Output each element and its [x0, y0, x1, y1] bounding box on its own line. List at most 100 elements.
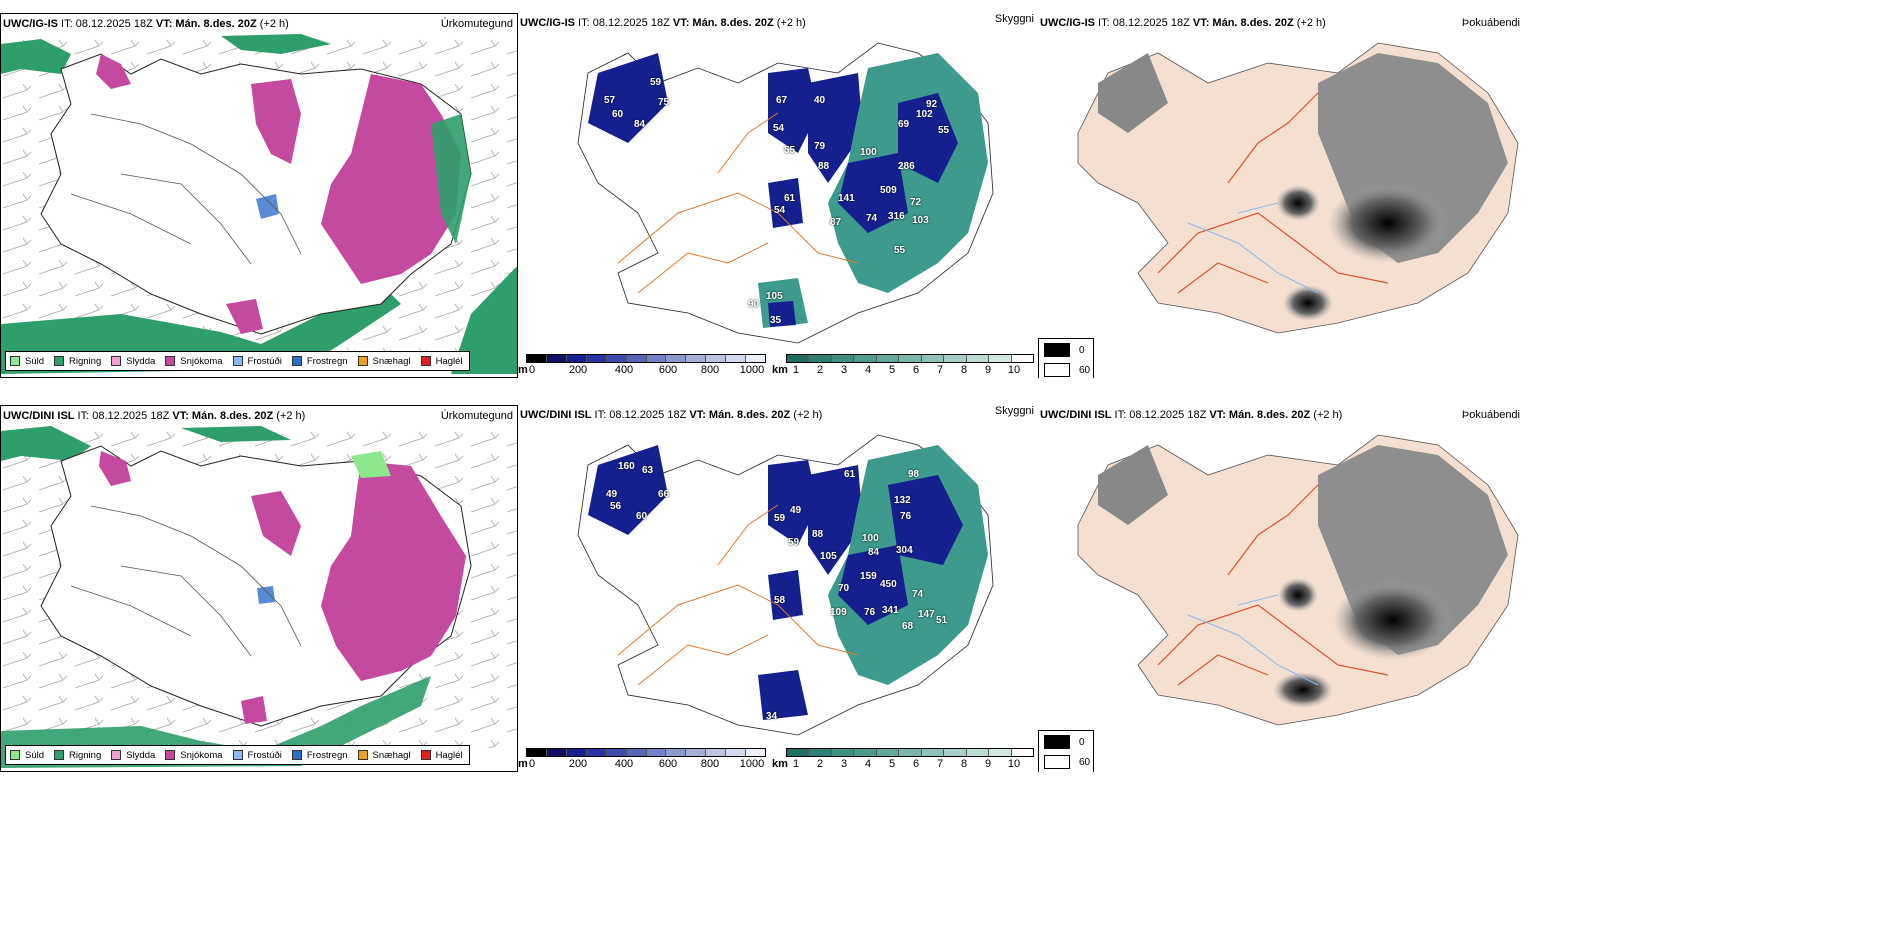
colorbar-tick: 1	[792, 364, 800, 376]
map-label: 76	[864, 607, 876, 618]
map-label: 58	[774, 595, 786, 606]
map-label: 70	[838, 583, 850, 594]
colorbar-tick: 7	[936, 758, 944, 770]
map-label: 72	[910, 197, 922, 208]
legend-item: Rigning	[54, 750, 101, 761]
fog-legend-label: 60	[1079, 757, 1091, 768]
colorbar-tick: 3	[840, 364, 848, 376]
map-label: 60	[612, 109, 624, 120]
precip-legend: Súld Rigning Slydda Snjókoma Frostúði Fr…	[5, 351, 470, 371]
colorbar-tick: 6	[912, 758, 920, 770]
visibility-map-0	[577, 42, 994, 344]
legend-item: Frostúði	[232, 750, 282, 761]
map-label: 51	[936, 615, 948, 626]
map-label: 88	[812, 529, 824, 540]
legend-swatch	[291, 750, 302, 760]
map-label: 61	[844, 469, 856, 480]
panel-title: UWC/IG-IS IT: 08.12.2025 18Z VT: Mán. 8.…	[3, 18, 289, 30]
panel-title: UWC/DINI ISL IT: 08.12.2025 18Z VT: Mán.…	[3, 410, 306, 422]
colorbar-tick: 0	[528, 758, 536, 770]
colorbar-tick: 800	[700, 364, 720, 376]
colorbar-tick: 600	[658, 364, 678, 376]
colorbar-tick: 400	[614, 758, 634, 770]
legend-item: Snjókoma	[165, 356, 223, 367]
fog-legend-swatch	[1044, 343, 1070, 357]
map-label: 316	[888, 211, 905, 222]
map-label: 34	[766, 711, 778, 722]
legend-item: Haglél	[420, 356, 463, 367]
legend-swatch	[420, 750, 431, 760]
colorbar-cells	[526, 748, 766, 757]
map-label: 59	[650, 77, 662, 88]
legend-swatch	[232, 750, 243, 760]
colorbar-tick: 8	[960, 364, 968, 376]
visibility-panel-igis: UWC/IG-IS IT: 08.12.2025 18Z VT: Mán. 8.…	[518, 13, 1038, 378]
map-label: 59	[788, 537, 800, 548]
visibility-colorbar: km 1 2 3 4 5 6 7 8 9 10	[772, 352, 1036, 378]
colorbar-tick: 7	[936, 364, 944, 376]
map-label: 69	[898, 119, 910, 130]
panel-type-label: Skyggni	[994, 405, 1034, 417]
dewpoint-panel-igis: UWC/IG-IS IT: 08.12.2025 18Z VT: Mán. 8.…	[1038, 13, 1900, 378]
precip-legend: Súld Rigning Slydda Snjókoma Frostúði Fr…	[5, 745, 470, 765]
map-label: 68	[902, 621, 914, 632]
legend-item: Frostregn	[291, 356, 348, 367]
legend-item: Súld	[10, 356, 44, 367]
map-label: 74	[866, 213, 878, 224]
colorbar-unit: km	[772, 364, 788, 376]
map-label: 67	[776, 95, 788, 106]
precip-map-1	[1, 426, 517, 768]
map-label: 141	[838, 193, 855, 204]
colorbar-tick: 10	[1007, 364, 1021, 376]
colorbar-tick: 3	[840, 758, 848, 770]
fog-legend-label: 60	[1079, 365, 1091, 376]
legend-item: Snæhagl	[357, 356, 411, 367]
legend-swatch	[165, 356, 176, 366]
map-label: 103	[912, 215, 929, 226]
panel-type-label: Þokuábendi	[1461, 17, 1520, 29]
map-label: 35	[770, 315, 782, 326]
colorbar-tick: 8	[960, 758, 968, 770]
map-label: 84	[868, 547, 880, 558]
panel-type-label: Þokuábendi	[1461, 409, 1520, 421]
colorbar-tick: 9	[984, 758, 992, 770]
map-label: 159	[860, 571, 877, 582]
colorbar-tick: 200	[568, 364, 588, 376]
panel-title: UWC/DINI ISL IT: 08.12.2025 18Z VT: Mán.…	[1040, 409, 1343, 421]
map-label: 55	[784, 145, 796, 156]
map-label: 105	[820, 551, 837, 562]
fog-legend-label: 0	[1079, 737, 1085, 748]
map-label: 450	[880, 579, 897, 590]
panel-title: UWC/IG-IS IT: 08.12.2025 18Z VT: Mán. 8.…	[1040, 17, 1326, 29]
colorbar-tick: 9	[984, 364, 992, 376]
map-label: 509	[880, 185, 897, 196]
panel-title: UWC/DINI ISL IT: 08.12.2025 18Z VT: Mán.…	[520, 409, 823, 421]
colorbar-tick: 5	[888, 758, 896, 770]
map-label: 87	[830, 217, 842, 228]
map-label: 55	[938, 125, 950, 136]
legend-item: Frostúði	[232, 356, 282, 367]
colorbar-unit: m	[518, 758, 528, 770]
height-colorbar: m 0 200 400 600 800 1000	[518, 746, 770, 772]
legend-swatch	[357, 356, 368, 366]
legend-item: Rigning	[54, 356, 101, 367]
colorbar-tick: 400	[614, 364, 634, 376]
legend-swatch	[10, 750, 20, 760]
panel-type-label: Úrkomutegund	[440, 410, 513, 422]
legend-item: Súld	[10, 750, 44, 761]
legend-item: Frostregn	[291, 750, 348, 761]
colorbar-tick: 6	[912, 364, 920, 376]
map-label: 100	[862, 533, 879, 544]
map-label: 84	[634, 119, 646, 130]
map-label: 100	[860, 147, 877, 158]
map-label: 49	[606, 489, 618, 500]
map-label: 105	[766, 291, 783, 302]
map-label: 341	[882, 605, 899, 616]
map-label: 90	[748, 299, 760, 310]
map-label: 109	[830, 607, 847, 618]
fog-legend: 0 60	[1038, 730, 1094, 772]
map-label: 102	[916, 109, 933, 120]
visibility-colorbar: km 1 2 3 4 5 6 7 8 9 10	[772, 746, 1036, 772]
colorbar-tick: 0	[528, 364, 536, 376]
colorbar-tick: 600	[658, 758, 678, 770]
